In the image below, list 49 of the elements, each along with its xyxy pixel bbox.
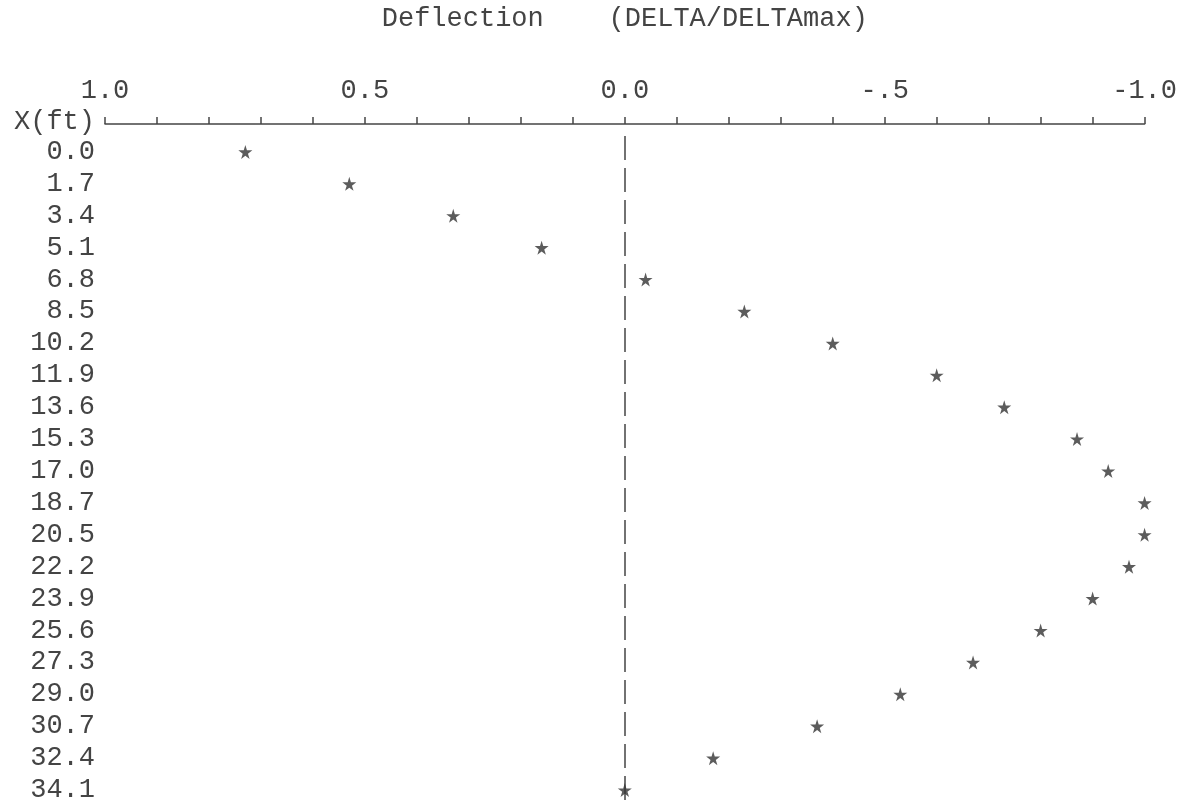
point	[1122, 559, 1136, 574]
y-tick-label: 34.1	[30, 775, 95, 806]
point	[706, 751, 721, 766]
y-tick-label: 3.4	[46, 200, 95, 231]
y-tick-label: 17.0	[30, 456, 95, 486]
y-tick-label: 5.1	[46, 232, 95, 263]
y-tick-label: 30.7	[30, 711, 95, 742]
y-tick-label: 20.5	[30, 519, 95, 550]
y-tick-label: 29.0	[30, 679, 95, 710]
point	[238, 144, 253, 159]
x-tick-label: -1.0	[1112, 75, 1177, 106]
point	[737, 304, 752, 319]
y-tick-label: 22.2	[30, 551, 95, 582]
point	[825, 336, 840, 351]
point	[1137, 527, 1152, 542]
x-axis-title: Deflection (DELTA/DELTAmax)	[381, 3, 868, 34]
point	[893, 687, 908, 702]
y-tick-label: 8.5	[46, 296, 95, 327]
point	[1033, 623, 1048, 638]
x-tick-label: 0.0	[600, 75, 650, 106]
y-tick-label: 6.8	[46, 264, 95, 295]
x-tick-label: -.5	[860, 75, 909, 106]
point	[446, 208, 461, 223]
point	[617, 783, 632, 798]
point	[929, 368, 944, 383]
point	[534, 240, 549, 255]
point	[997, 400, 1012, 415]
y-tick-label: 23.9	[30, 583, 95, 614]
y-axis-title: X(ft)	[13, 107, 95, 137]
y-tick-label: 10.2	[30, 328, 95, 359]
x-tick-label: 0.5	[340, 75, 390, 106]
y-tick-label: 32.4	[30, 743, 95, 774]
y-tick-label: 27.3	[30, 647, 95, 678]
point	[1101, 464, 1116, 478]
point	[638, 272, 653, 287]
y-tick-label: 25.6	[30, 615, 95, 646]
y-tick-label: 11.9	[30, 360, 95, 391]
y-tick-label: 15.3	[30, 424, 95, 455]
point	[1070, 432, 1085, 447]
y-tick-label: 13.6	[30, 392, 95, 423]
point	[810, 719, 825, 734]
y-tick-label: 1.7	[46, 168, 95, 199]
point	[342, 176, 357, 191]
point	[1137, 495, 1152, 510]
point	[1085, 591, 1100, 606]
y-tick-label: 18.7	[30, 487, 95, 518]
point	[966, 655, 981, 670]
x-tick-label: 1.0	[80, 75, 130, 106]
y-tick-label: 0.0	[46, 136, 95, 167]
